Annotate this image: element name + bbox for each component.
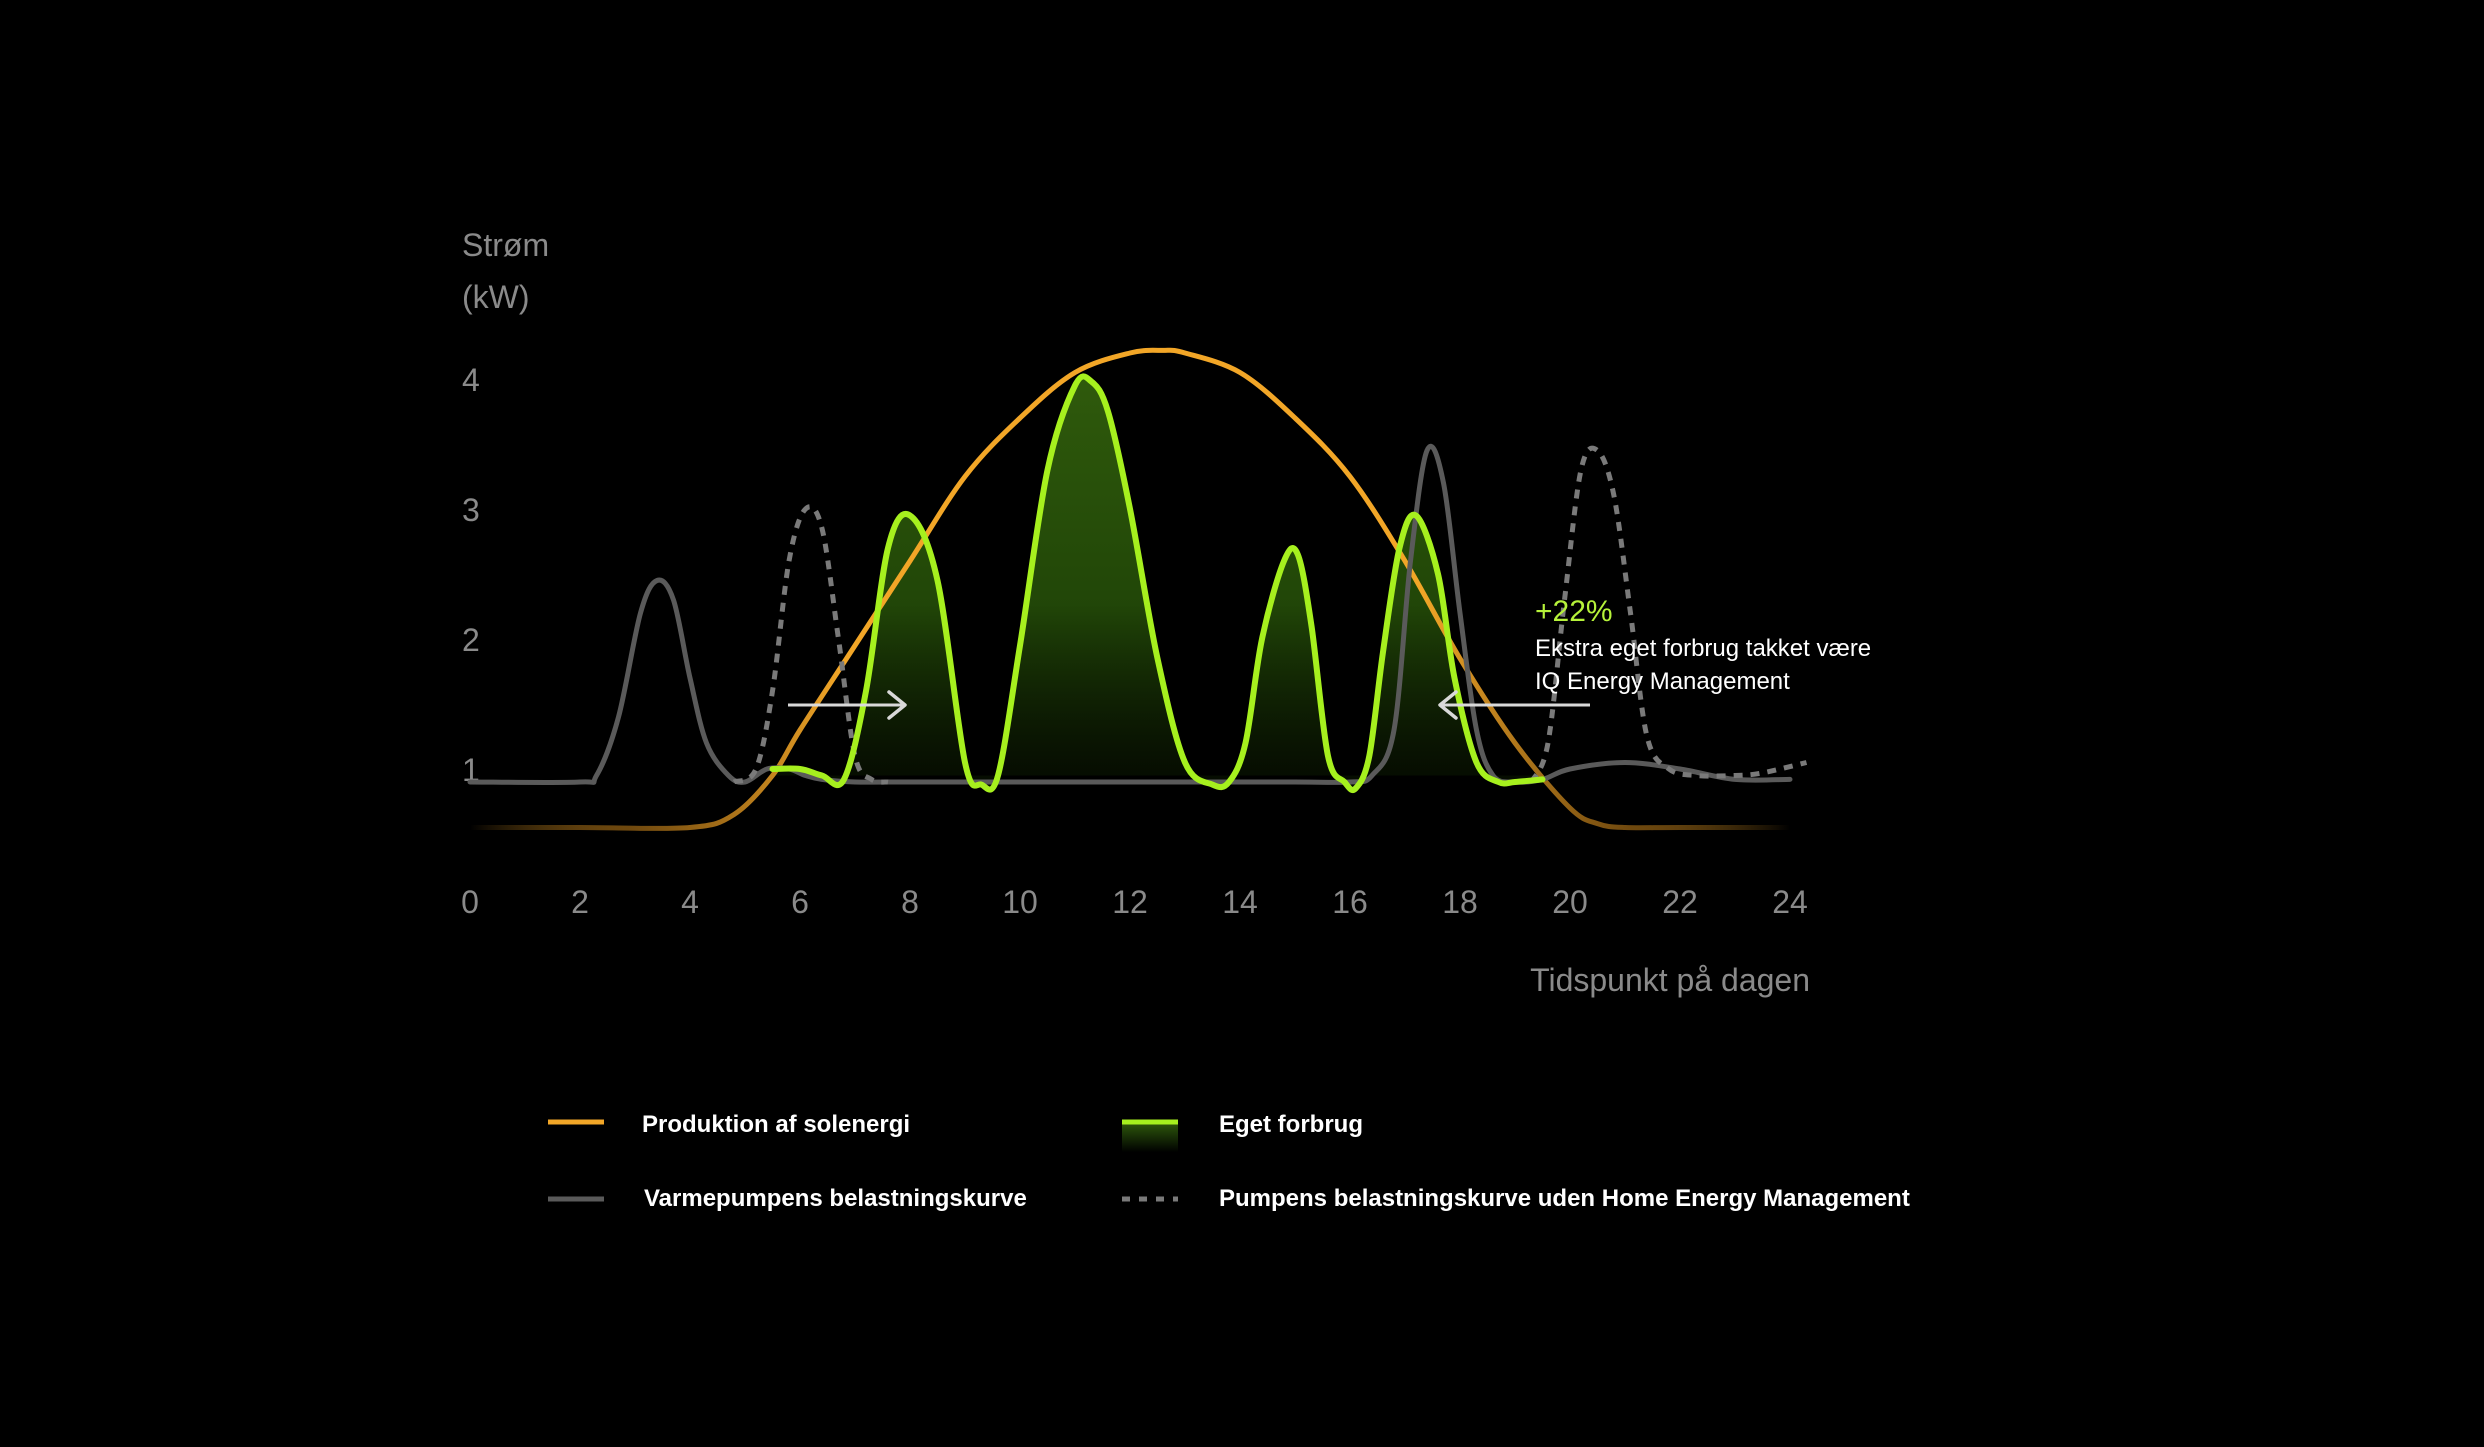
legend-swatch-own-fill xyxy=(1122,1122,1178,1152)
x-tick-4: 4 xyxy=(681,884,699,920)
own-consumption-area xyxy=(772,376,1543,791)
x-tick-labels: 0 2 4 6 8 10 12 14 16 18 20 22 24 xyxy=(461,884,1808,920)
x-tick-18: 18 xyxy=(1442,884,1478,920)
annotation: +22% Ekstra eget forbrug takket være IQ … xyxy=(1535,595,1871,695)
legend-item-pump: Varmepumpens belastningskurve xyxy=(548,1185,1027,1212)
own-consumption-fills xyxy=(772,376,1543,791)
annotation-value: +22% xyxy=(1535,595,1613,628)
series-lines xyxy=(467,347,1808,831)
x-tick-16: 16 xyxy=(1332,884,1368,920)
shift-arrows xyxy=(788,690,1590,720)
legend-label-own: Eget forbrug xyxy=(1219,1111,1363,1138)
legend-item-solar: Produktion af solenergi xyxy=(548,1111,910,1138)
y-axis-title-line1: Strøm xyxy=(462,227,549,263)
legend-label-pump: Varmepumpens belastningskurve xyxy=(644,1185,1027,1212)
legend-label-pump-noham: Pumpens belastningskurve uden Home Energ… xyxy=(1219,1185,1910,1212)
arrow-right-icon xyxy=(788,690,907,720)
y-tick-labels: 1 2 3 4 xyxy=(462,362,480,788)
annotation-line1: Ekstra eget forbrug takket være xyxy=(1535,635,1871,662)
x-tick-20: 20 xyxy=(1552,884,1588,920)
x-axis-title: Tidspunkt på dagen xyxy=(1530,962,1810,998)
x-tick-24: 24 xyxy=(1772,884,1808,920)
y-tick-1: 1 xyxy=(462,752,480,788)
annotation-line2: IQ Energy Management xyxy=(1535,668,1790,695)
x-tick-8: 8 xyxy=(901,884,919,920)
x-tick-14: 14 xyxy=(1222,884,1258,920)
x-tick-6: 6 xyxy=(791,884,809,920)
pump-without-hem-line-2 xyxy=(1529,445,1808,784)
legend-label-solar: Produktion af solenergi xyxy=(642,1111,910,1138)
y-tick-4: 4 xyxy=(462,362,480,398)
legend-item-pump-noham: Pumpens belastningskurve uden Home Energ… xyxy=(1122,1185,1910,1212)
legend: Produktion af solenergi Eget forbrug Var… xyxy=(548,1111,1910,1212)
x-tick-22: 22 xyxy=(1662,884,1698,920)
x-tick-2: 2 xyxy=(571,884,589,920)
legend-item-own: Eget forbrug xyxy=(1122,1111,1363,1152)
x-tick-10: 10 xyxy=(1002,884,1038,920)
arrow-left-icon xyxy=(1438,690,1590,720)
pump-without-hem-line-1 xyxy=(732,504,889,785)
x-tick-0: 0 xyxy=(461,884,479,920)
y-tick-3: 3 xyxy=(462,492,480,528)
own-consumption-line xyxy=(769,373,1546,793)
x-tick-12: 12 xyxy=(1112,884,1148,920)
y-axis-title-line2: (kW) xyxy=(462,279,530,315)
solar-production-line xyxy=(467,347,1793,831)
y-tick-2: 2 xyxy=(462,622,480,658)
